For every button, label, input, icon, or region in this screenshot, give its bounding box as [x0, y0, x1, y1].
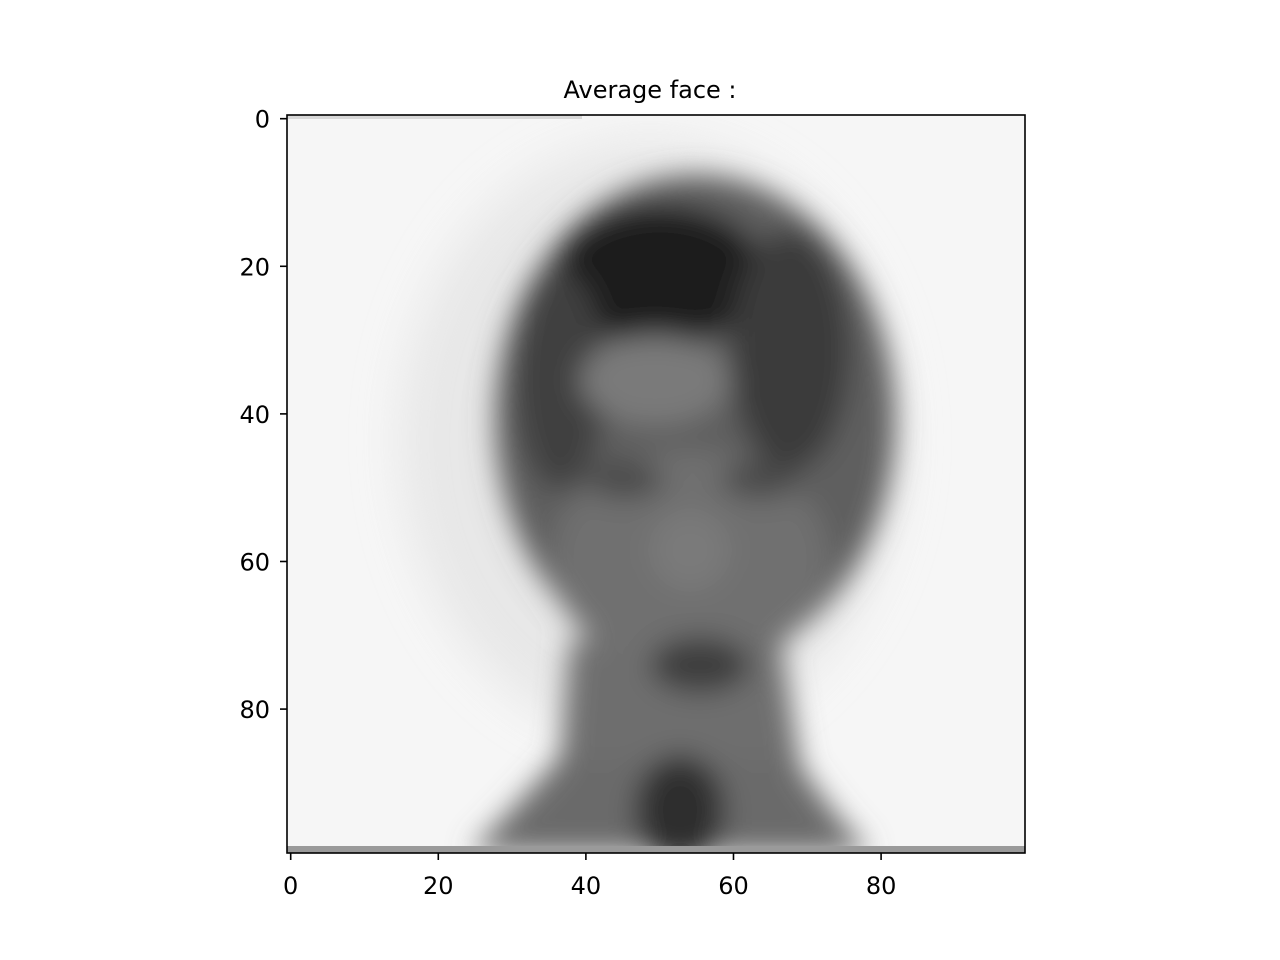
mouth	[650, 637, 750, 693]
x-tick-label: 60	[718, 872, 749, 900]
x-tick-label: 20	[423, 872, 454, 900]
y-tick-label: 0	[255, 106, 270, 134]
x-tick-label: 0	[283, 872, 298, 900]
right-eye	[722, 462, 798, 498]
x-tick-label: 80	[866, 872, 897, 900]
image-top-strip	[287, 115, 582, 119]
y-axis: 0 20 40 60 80	[239, 106, 287, 724]
image-bottom-strip	[287, 846, 1025, 853]
hair-right	[730, 230, 850, 470]
throat-shadow	[635, 755, 725, 853]
hair-top	[555, 205, 765, 345]
nose	[650, 510, 730, 590]
x-axis: 0 20 40 60 80	[283, 853, 896, 900]
heatmap-image	[287, 115, 1025, 853]
axes-frame	[286, 114, 1026, 854]
y-tick-label: 60	[239, 548, 270, 576]
face-shape	[470, 175, 895, 853]
y-tick-label: 20	[239, 253, 270, 281]
y-tick-label: 40	[239, 401, 270, 429]
y-tick-label: 80	[239, 696, 270, 724]
chart-title: Average face :	[563, 76, 736, 104]
x-tick-label: 40	[571, 872, 602, 900]
hair-left	[515, 270, 605, 490]
left-eye	[587, 462, 663, 498]
forehead	[580, 335, 730, 425]
